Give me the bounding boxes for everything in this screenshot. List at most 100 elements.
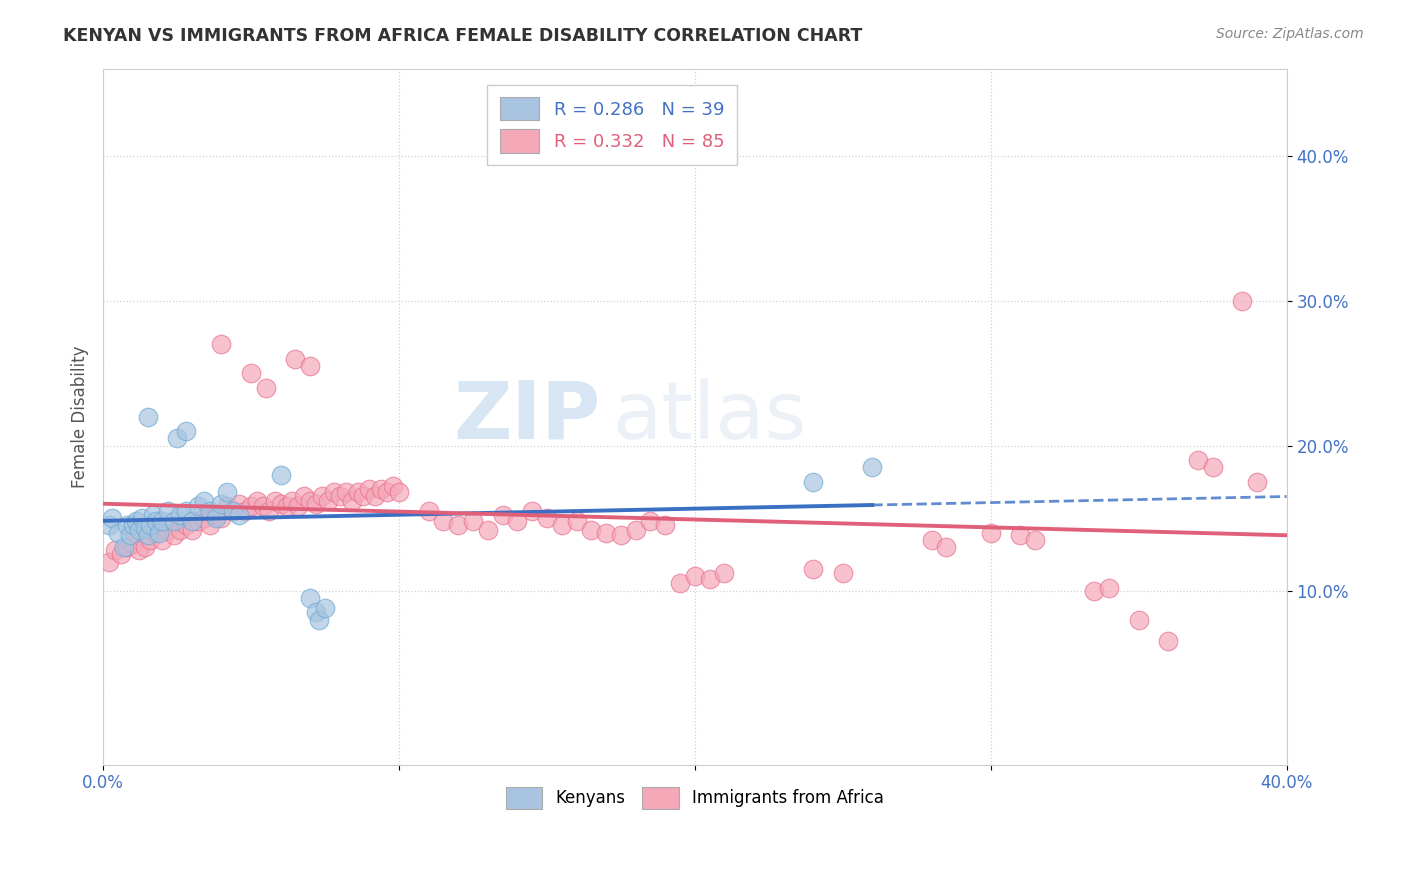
Point bbox=[217, 500, 239, 514]
Point bbox=[287, 500, 309, 514]
Point bbox=[211, 337, 233, 351]
Point bbox=[1083, 583, 1105, 598]
Text: Source: ZipAtlas.com: Source: ZipAtlas.com bbox=[1216, 27, 1364, 41]
Point bbox=[624, 523, 647, 537]
Point bbox=[311, 489, 333, 503]
Point bbox=[112, 540, 135, 554]
Point bbox=[217, 484, 239, 499]
Point bbox=[305, 605, 328, 619]
Point bbox=[477, 523, 499, 537]
Point bbox=[240, 500, 263, 514]
Point bbox=[174, 424, 197, 438]
Point bbox=[211, 511, 233, 525]
Point bbox=[252, 500, 274, 514]
Point bbox=[228, 508, 250, 522]
Point bbox=[204, 508, 226, 522]
Point bbox=[364, 489, 387, 503]
Point bbox=[335, 484, 357, 499]
Point bbox=[166, 431, 188, 445]
Point bbox=[104, 542, 127, 557]
Point bbox=[180, 523, 202, 537]
Point bbox=[801, 475, 824, 489]
Text: ZIP: ZIP bbox=[453, 377, 600, 456]
Point bbox=[118, 528, 141, 542]
Point bbox=[581, 523, 603, 537]
Point bbox=[107, 525, 129, 540]
Legend: Kenyans, Immigrants from Africa: Kenyans, Immigrants from Africa bbox=[499, 780, 891, 815]
Point bbox=[150, 514, 173, 528]
Point bbox=[145, 525, 167, 540]
Point bbox=[432, 514, 454, 528]
Point bbox=[180, 514, 202, 528]
Point bbox=[101, 511, 124, 525]
Point bbox=[536, 511, 558, 525]
Point bbox=[211, 496, 233, 510]
Point bbox=[1246, 475, 1268, 489]
Point bbox=[163, 514, 186, 528]
Point bbox=[305, 496, 328, 510]
Point bbox=[1098, 581, 1121, 595]
Point bbox=[139, 533, 162, 547]
Point bbox=[276, 500, 298, 514]
Point bbox=[204, 511, 226, 525]
Point bbox=[292, 489, 315, 503]
Point bbox=[257, 504, 280, 518]
Point bbox=[299, 359, 322, 373]
Point bbox=[1232, 293, 1254, 308]
Point bbox=[169, 523, 191, 537]
Point bbox=[193, 493, 215, 508]
Point bbox=[447, 518, 470, 533]
Text: atlas: atlas bbox=[612, 377, 807, 456]
Point bbox=[284, 351, 307, 366]
Point bbox=[388, 484, 411, 499]
Point bbox=[314, 601, 336, 615]
Point bbox=[228, 496, 250, 510]
Point bbox=[222, 504, 245, 518]
Point bbox=[187, 514, 209, 528]
Point bbox=[136, 409, 159, 424]
Point bbox=[134, 540, 156, 554]
Point bbox=[139, 518, 162, 533]
Point bbox=[353, 489, 375, 503]
Y-axis label: Female Disability: Female Disability bbox=[72, 345, 89, 488]
Point bbox=[193, 511, 215, 525]
Point bbox=[461, 514, 484, 528]
Point bbox=[506, 514, 529, 528]
Point bbox=[551, 518, 574, 533]
Point bbox=[124, 514, 146, 528]
Point bbox=[683, 569, 706, 583]
Point bbox=[157, 504, 180, 518]
Point bbox=[382, 479, 405, 493]
Point bbox=[169, 508, 191, 522]
Point bbox=[121, 518, 143, 533]
Point bbox=[240, 366, 263, 380]
Point bbox=[935, 540, 957, 554]
Point bbox=[921, 533, 943, 547]
Point bbox=[198, 504, 221, 518]
Point bbox=[128, 542, 150, 557]
Point bbox=[270, 467, 292, 482]
Point bbox=[174, 504, 197, 518]
Point bbox=[148, 525, 170, 540]
Point bbox=[299, 493, 322, 508]
Point bbox=[1010, 528, 1032, 542]
Point bbox=[254, 380, 277, 394]
Point bbox=[980, 525, 1002, 540]
Point bbox=[150, 533, 173, 547]
Point bbox=[831, 566, 853, 581]
Point bbox=[669, 576, 692, 591]
Point bbox=[163, 528, 186, 542]
Point bbox=[233, 504, 256, 518]
Point bbox=[595, 525, 617, 540]
Point bbox=[491, 508, 513, 522]
Point bbox=[187, 500, 209, 514]
Point bbox=[281, 493, 304, 508]
Point bbox=[1187, 453, 1209, 467]
Point bbox=[1201, 460, 1223, 475]
Point bbox=[270, 496, 292, 510]
Point bbox=[134, 521, 156, 535]
Point bbox=[713, 566, 735, 581]
Text: KENYAN VS IMMIGRANTS FROM AFRICA FEMALE DISABILITY CORRELATION CHART: KENYAN VS IMMIGRANTS FROM AFRICA FEMALE … bbox=[63, 27, 863, 45]
Point bbox=[520, 504, 543, 518]
Point bbox=[860, 460, 883, 475]
